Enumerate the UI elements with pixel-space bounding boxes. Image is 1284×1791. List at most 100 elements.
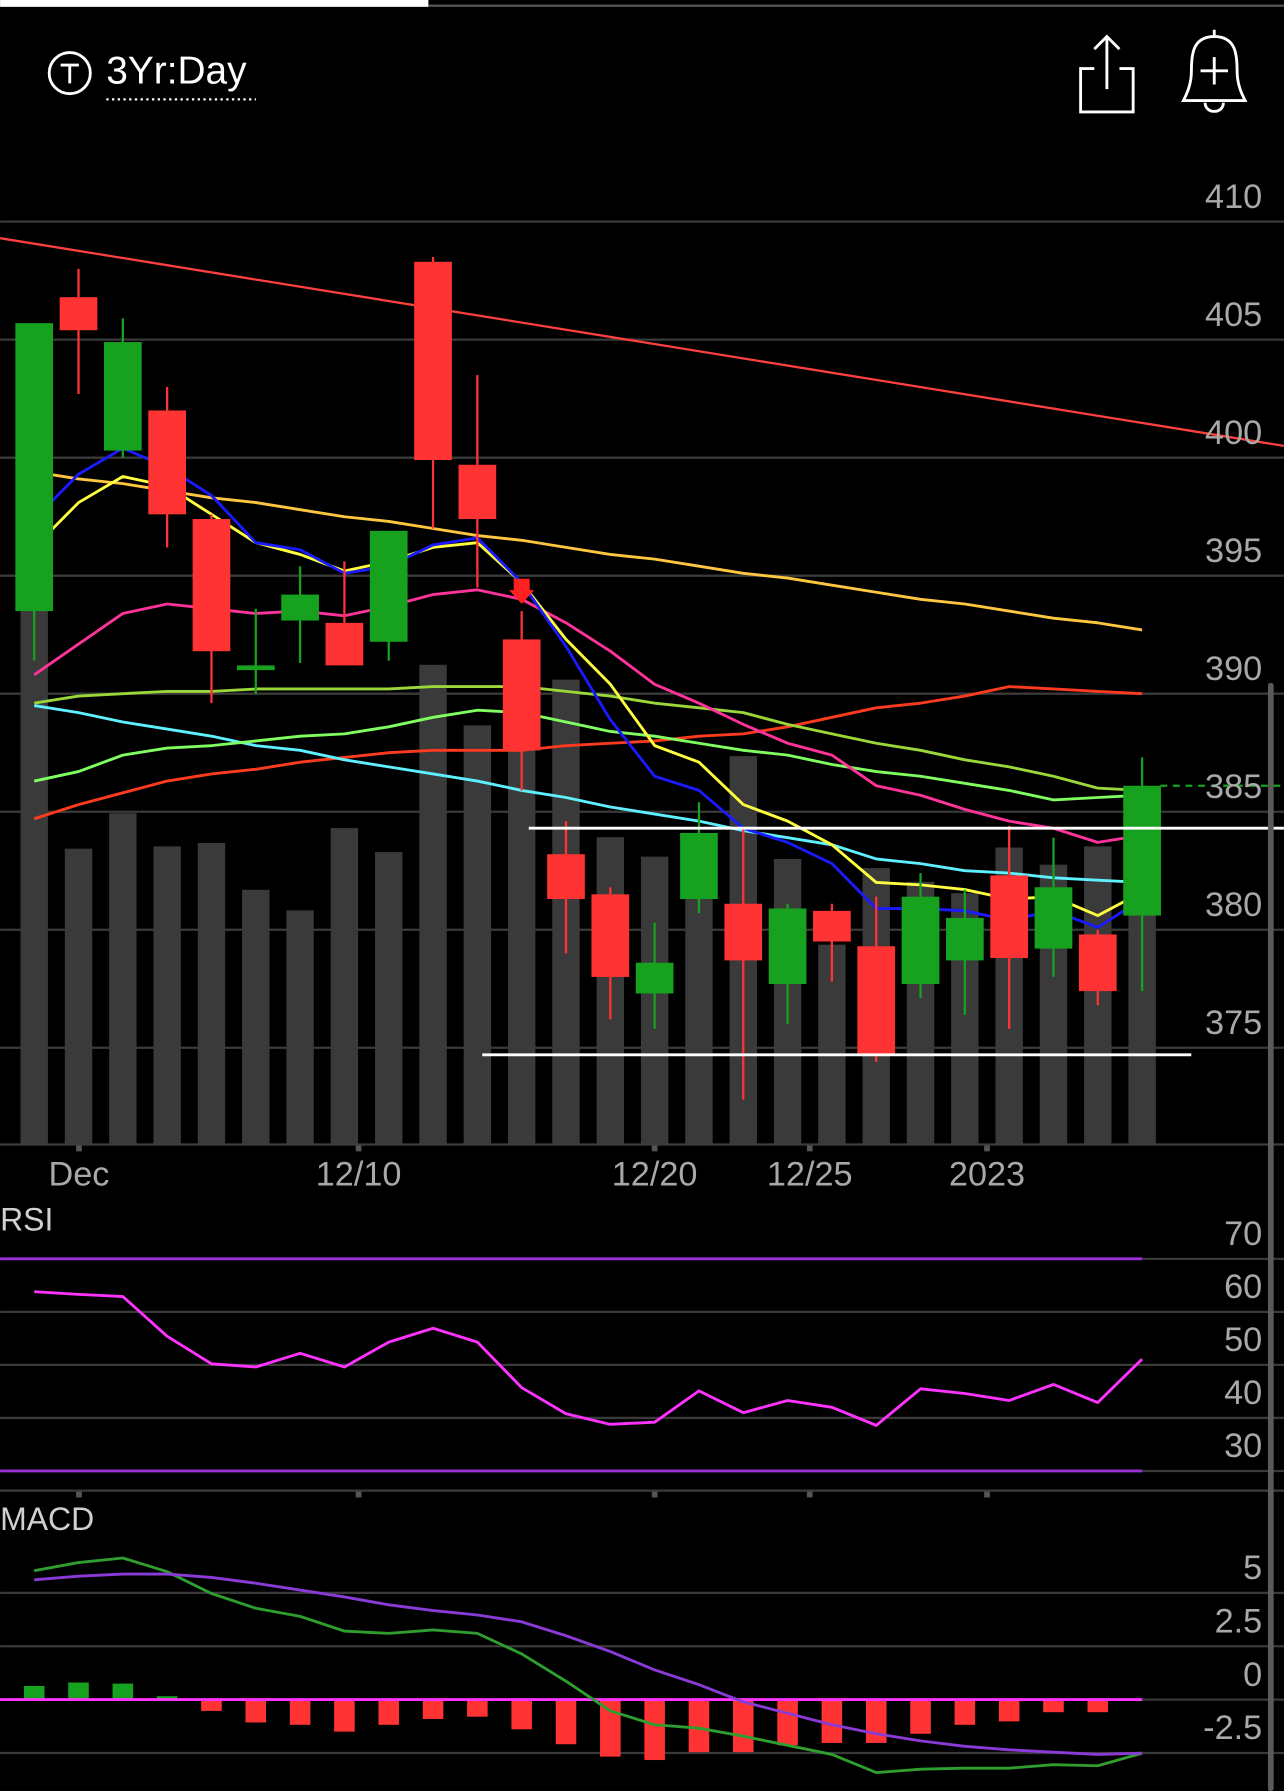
timeframe-label: 3Yr:Day: [106, 49, 247, 92]
x-tick-label: 12/10: [316, 1156, 402, 1194]
indicator-line: [33, 470, 1143, 632]
macd-title: MACD: [0, 1501, 94, 1537]
histogram-bar: [378, 1699, 400, 1725]
scrollbar: [1267, 683, 1274, 1791]
y-tick-label: 0: [1243, 1656, 1262, 1694]
x-tick-label: Dec: [48, 1156, 109, 1194]
y-tick-label: 40: [1224, 1374, 1262, 1412]
histogram-bar: [600, 1699, 621, 1757]
volume-bar: [64, 848, 93, 1145]
volume-bar: [153, 846, 181, 1145]
volume-bar: [20, 582, 48, 1145]
candle-body: [547, 854, 585, 900]
volume-bar: [507, 744, 536, 1145]
histogram-bar: [422, 1699, 444, 1720]
volume-bar: [286, 910, 314, 1145]
candle-body: [148, 410, 186, 515]
y-tick-label: 30: [1224, 1427, 1262, 1465]
histogram-bar: [23, 1685, 45, 1700]
y-tick-label: 50: [1224, 1321, 1262, 1359]
histogram-bar: [821, 1699, 843, 1743]
histogram-bar: [688, 1699, 710, 1753]
y-tick-label: 405: [1205, 296, 1262, 334]
histogram-bar: [998, 1699, 1020, 1722]
signal-marker: [509, 578, 535, 604]
y-tick-label: 60: [1224, 1268, 1262, 1306]
candle-body: [1078, 934, 1117, 992]
histogram-bar: [68, 1682, 89, 1700]
candle-body: [591, 894, 630, 977]
candle-body: [192, 519, 231, 652]
progress-bar: [0, 0, 429, 7]
candle-body: [103, 342, 142, 451]
y-tick-label: 375: [1205, 1004, 1262, 1042]
candle-body: [15, 323, 54, 612]
trendline: [0, 237, 1284, 448]
y-tick-label: 390: [1205, 650, 1262, 688]
y-tick-label: 385: [1205, 768, 1262, 806]
histogram-bar: [201, 1699, 222, 1711]
candle-body: [990, 875, 1029, 959]
overlay-layer: [482, 578, 1284, 1057]
candle-body: [813, 910, 851, 942]
candle-body: [1123, 785, 1161, 916]
histogram-bar: [732, 1699, 754, 1753]
histogram-bar: [954, 1699, 976, 1725]
candle-body: [768, 908, 807, 985]
volume-bar: [463, 725, 492, 1145]
candles-layer: [15, 257, 1161, 1100]
share-icon-box: [1079, 67, 1135, 114]
volume-bar: [419, 664, 447, 1145]
indicator-line: [33, 708, 1143, 802]
volume-bar: [242, 889, 270, 1145]
candle-body: [414, 261, 452, 461]
candle-body: [901, 896, 940, 985]
histogram-bar: [1043, 1699, 1064, 1713]
candle-body: [635, 962, 674, 994]
volume-bar: [109, 813, 137, 1145]
timeframe-button[interactable]: 3Yr:Day: [47, 49, 256, 101]
y-tick-label: -2.5: [1203, 1709, 1262, 1747]
bell-plus: [1200, 29, 1228, 113]
x-tick-label: 2023: [949, 1156, 1025, 1194]
indicator-line: [33, 704, 1143, 884]
candle-body: [724, 903, 763, 961]
candle-body: [946, 917, 984, 961]
histogram-bar: [644, 1699, 665, 1761]
candle-body: [369, 530, 408, 642]
candle-body: [1034, 887, 1073, 949]
y-tick-label: 5: [1243, 1549, 1262, 1587]
volume-bar: [375, 852, 403, 1145]
y-tick-label: 400: [1205, 414, 1262, 452]
histogram-bar: [245, 1699, 267, 1723]
histogram-bar: [156, 1696, 178, 1700]
candle-body: [281, 594, 319, 621]
progress-track: [428, 4, 1284, 7]
alert-button[interactable]: [1181, 29, 1248, 113]
share-button[interactable]: [1079, 34, 1135, 114]
x-tick-label: 12/20: [612, 1156, 698, 1194]
candle-body: [59, 297, 98, 331]
indicator-line: [33, 685, 1143, 821]
histogram-bar: [777, 1699, 798, 1746]
y-tick-label: 395: [1205, 532, 1262, 570]
histogram-bar: [112, 1683, 134, 1700]
histogram-bar: [511, 1699, 532, 1730]
indicator-line: [33, 685, 1143, 792]
x-tick-label: 12/25: [767, 1156, 853, 1194]
histogram-bar: [334, 1699, 355, 1732]
histogram-bar: [910, 1699, 931, 1734]
volume-bar: [330, 828, 359, 1145]
volume-layer: [20, 582, 1156, 1761]
indicator-line: [34, 1290, 1144, 1427]
y-tick-label: 380: [1205, 886, 1262, 924]
indicator-line: [33, 1556, 1143, 1775]
candle-body: [458, 464, 497, 520]
histogram-bar: [1087, 1699, 1109, 1713]
histogram-bar: [289, 1699, 311, 1725]
candle-body: [857, 946, 896, 1055]
y-tick-label: 410: [1205, 178, 1262, 216]
y-tick-label: 2.5: [1215, 1602, 1263, 1640]
